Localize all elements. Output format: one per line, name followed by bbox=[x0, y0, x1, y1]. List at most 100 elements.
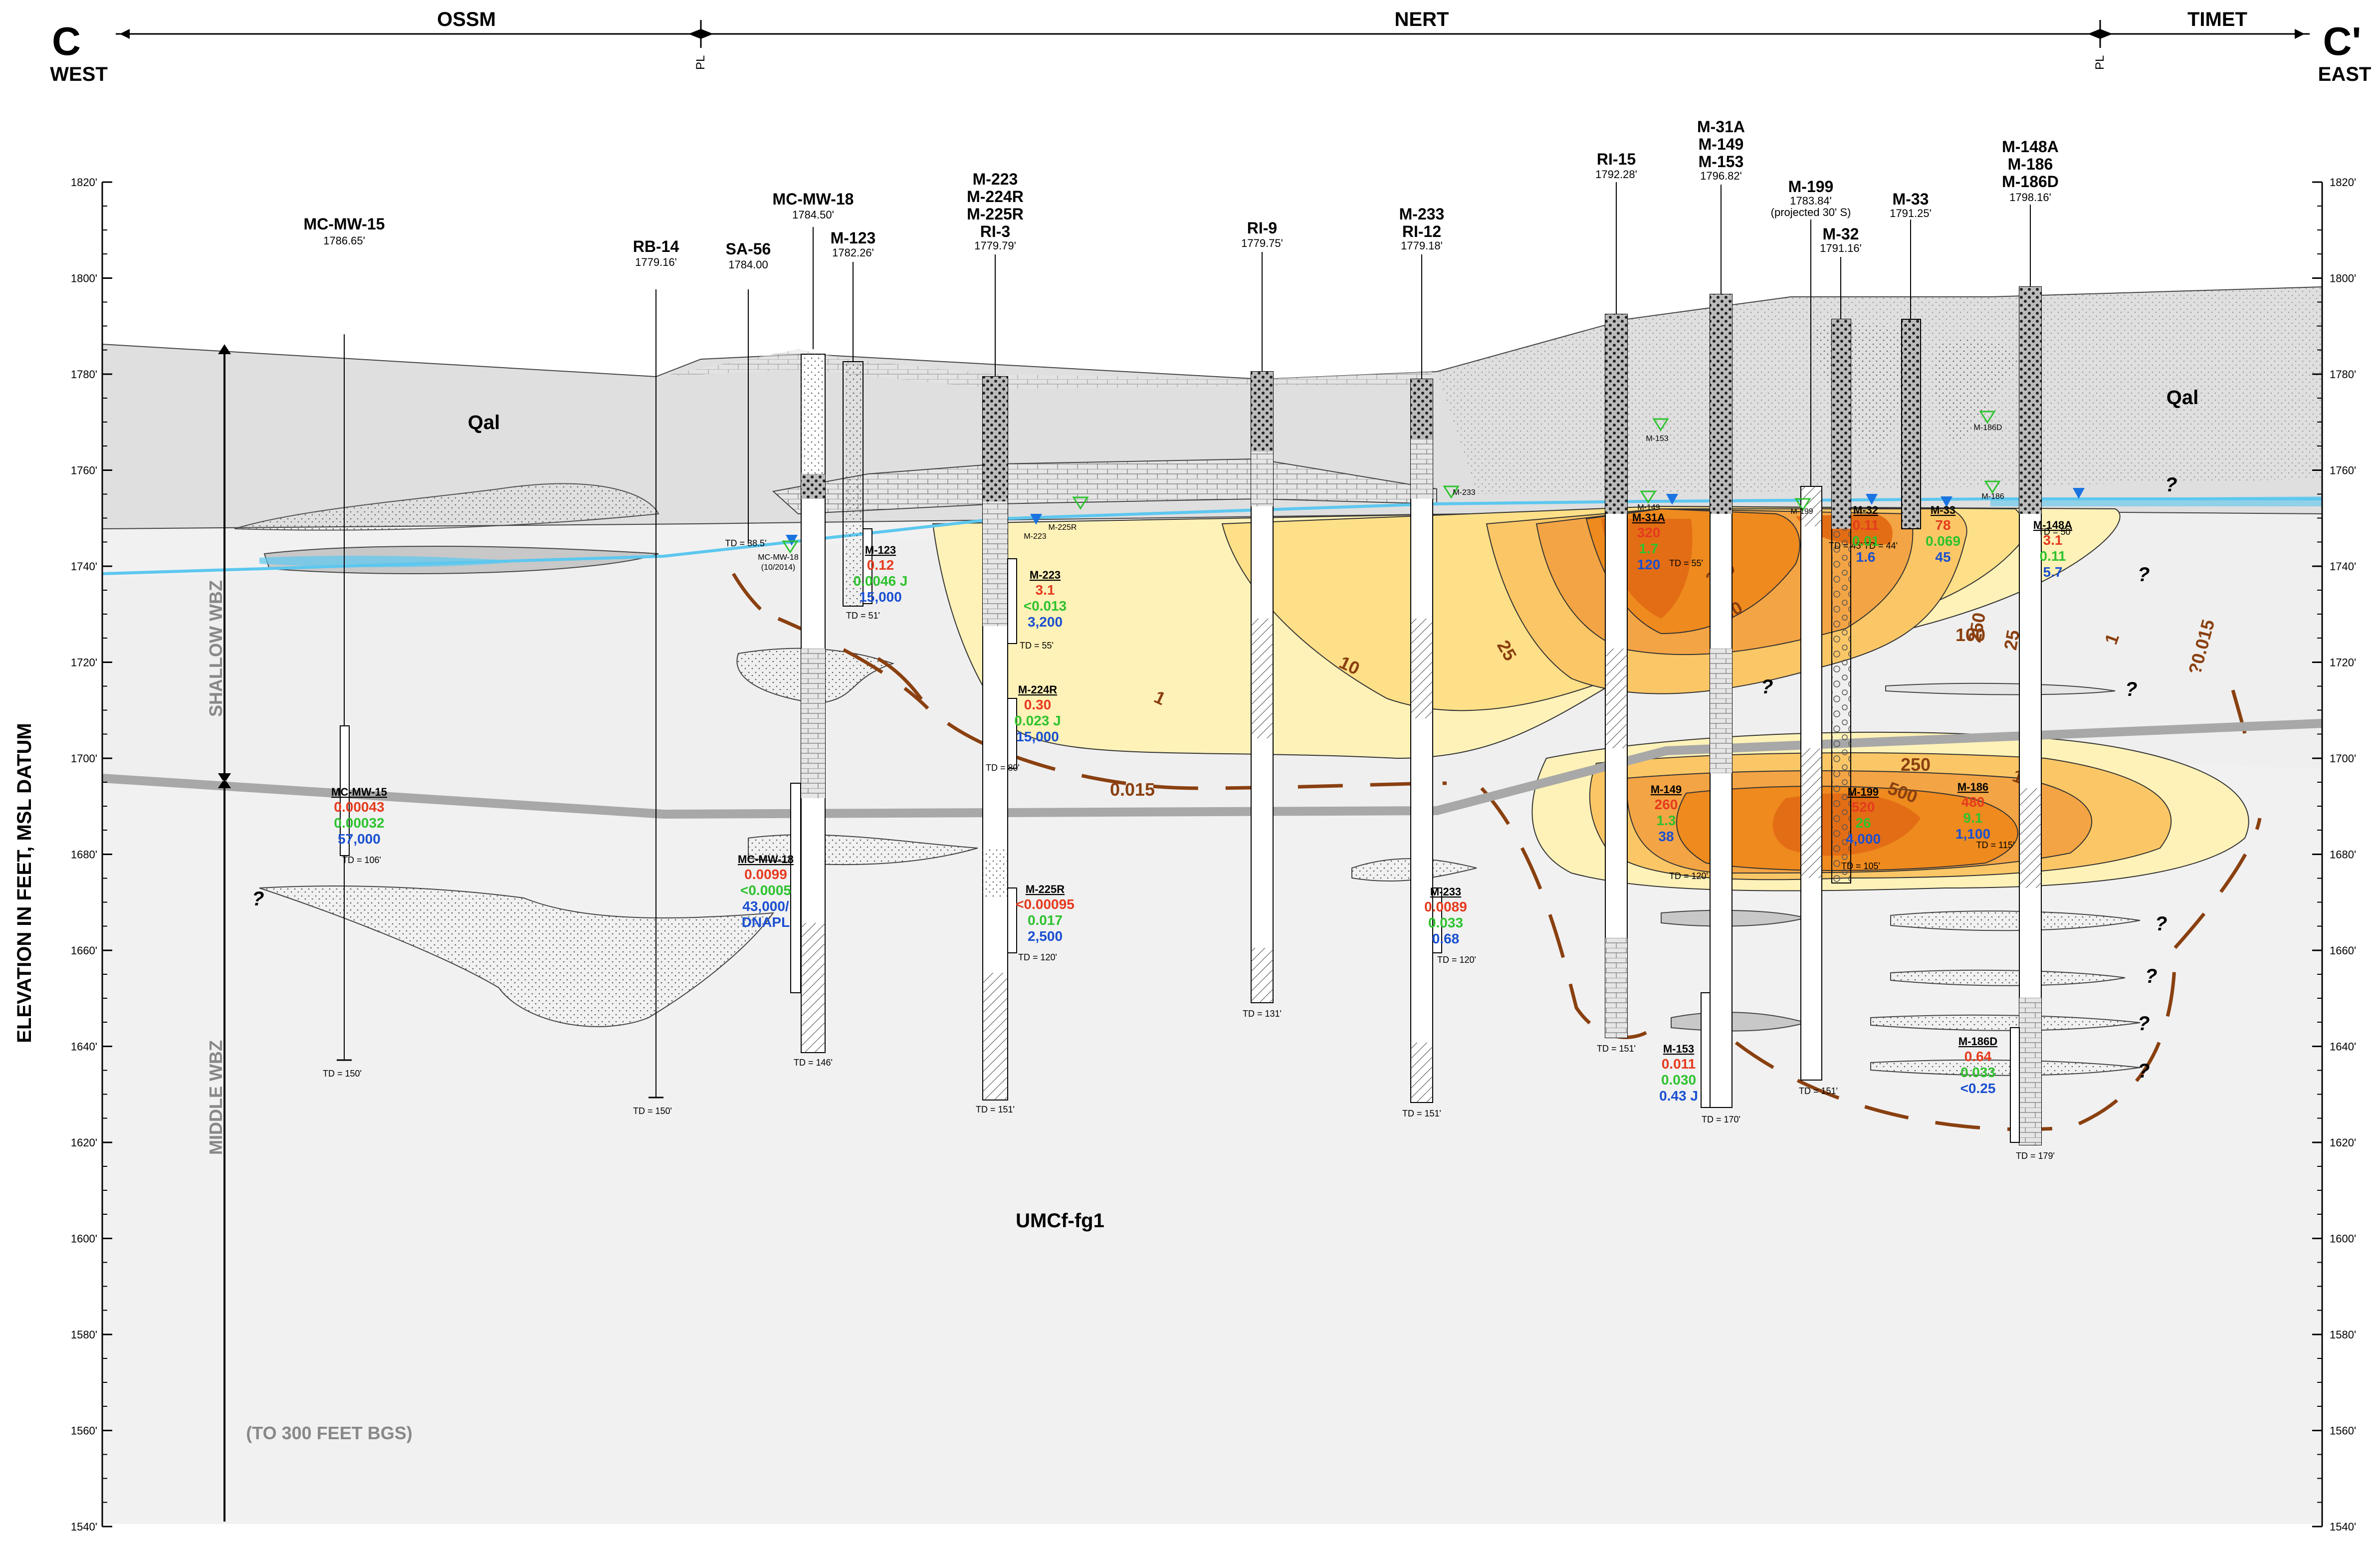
well-labels: MC-MW-15 1786.65' RB-14 1779.16' SA-56 1… bbox=[304, 118, 2059, 271]
result-well-name: MC-MW-18 bbox=[738, 853, 794, 866]
result-well-name: M-186D bbox=[1958, 1035, 1997, 1048]
result-value: 0.68 bbox=[1432, 931, 1460, 946]
well-elevation: 1779.16' bbox=[635, 256, 677, 268]
result-well-name: M-223 bbox=[1030, 569, 1061, 581]
td-label: TD = 120' bbox=[1437, 955, 1476, 965]
elevation-tick-label: 1780' bbox=[2330, 368, 2356, 381]
result-value: 0.30 bbox=[1024, 697, 1052, 712]
result-value: 0.43 J bbox=[1659, 1088, 1698, 1103]
depth-note: (TO 300 FEET BGS) bbox=[246, 1423, 412, 1443]
well-elevation: 1796.82' bbox=[1700, 170, 1742, 182]
elevation-tick-label: 1700' bbox=[2330, 752, 2356, 765]
td-label: TD = 115' bbox=[1976, 840, 2015, 850]
well-elevation: 1798.16' bbox=[2009, 191, 2051, 204]
result-value: 0.12 bbox=[867, 557, 894, 573]
well-elevation: 1782.26' bbox=[832, 246, 874, 259]
result-well-name: M-33 bbox=[1931, 504, 1955, 516]
well-m-233-cluster: M-233 RI-12 1779.18' bbox=[1399, 205, 1445, 252]
elevation-tick-label: 1740' bbox=[2330, 560, 2356, 573]
result-value: 4,000 bbox=[1846, 831, 1881, 847]
well-name: RB-14 bbox=[633, 237, 679, 255]
middle-wbz-label: MIDDLE WBZ bbox=[206, 1040, 226, 1155]
result-value: 0.11 bbox=[2040, 548, 2066, 564]
well-name: M-186 bbox=[2008, 155, 2053, 173]
elevation-tick-label: 1760' bbox=[2330, 464, 2356, 477]
result-value: 520 bbox=[1852, 799, 1875, 815]
water-label: M-153 bbox=[1646, 435, 1668, 443]
elevation-tick-label: 1640' bbox=[2330, 1041, 2356, 1053]
elevation-tick-label: 1820' bbox=[2330, 176, 2356, 189]
water-level-labels: MC-MW-18 (10/2014) M-223 M-225R M-233 M-… bbox=[758, 424, 2004, 572]
y-axis-title: ELEVATION IN FEET, MSL DATUM bbox=[13, 723, 35, 1043]
result-well-name: M-123 bbox=[865, 544, 896, 556]
well-elevation: 1791.25' bbox=[1890, 207, 1932, 220]
td-label: TD = 38.5' bbox=[725, 538, 767, 548]
td-label: TD = 55' bbox=[1669, 558, 1703, 568]
well-note: (projected 30' S) bbox=[1771, 206, 1851, 219]
well-m-148a-cluster: M-148A M-186 M-186D 1798.16' bbox=[2002, 138, 2059, 204]
well-name: RI-12 bbox=[1402, 222, 1441, 240]
result-value: 3,200 bbox=[1028, 614, 1063, 630]
result-value: 0.017 bbox=[1028, 912, 1063, 928]
result-value: 0.11 bbox=[1853, 517, 1879, 533]
well-mc-mw-18: MC-MW-18 1784.50' bbox=[773, 190, 854, 221]
well-name: RI-15 bbox=[1597, 150, 1636, 168]
borehole-columns bbox=[337, 182, 2042, 1145]
elevation-tick-label: 1560' bbox=[2330, 1425, 2356, 1437]
result-well-name: M-153 bbox=[1663, 1043, 1694, 1055]
question-mark: ? bbox=[252, 888, 264, 910]
result-value: 260 bbox=[1655, 797, 1678, 812]
well-elevation: 1784.00 bbox=[728, 258, 768, 271]
elevation-tick-label: 1600' bbox=[2330, 1233, 2356, 1245]
elevation-tick-label: 1540' bbox=[71, 1521, 97, 1533]
well-m-33: M-33 1791.25' bbox=[1890, 190, 1932, 220]
result-well-name: M-224R bbox=[1018, 683, 1057, 696]
well-name: M-32 bbox=[1823, 225, 1859, 243]
shallow-wbz-label: SHALLOW WBZ bbox=[206, 580, 226, 717]
well-name: MC-MW-18 bbox=[773, 190, 854, 208]
result-well-name: M-148A bbox=[2033, 519, 2072, 531]
uncertainty-marks: ? ? ? ? ? ? ? ? ? bbox=[252, 474, 2177, 1082]
td-label: TD = 151' bbox=[1597, 1044, 1636, 1054]
water-label: M-225R bbox=[1049, 523, 1077, 532]
qal-label-west: Qal bbox=[468, 412, 500, 434]
well-name: M-149 bbox=[1699, 135, 1744, 153]
property-line-symbol-1: PL bbox=[694, 55, 707, 70]
question-mark: ? bbox=[2138, 564, 2150, 586]
result-value: 320 bbox=[1637, 525, 1661, 540]
elevation-tick-label: 1540' bbox=[2330, 1521, 2356, 1533]
result-value: 0.01 bbox=[1852, 533, 1880, 549]
geology bbox=[102, 286, 2323, 1524]
td-label: TD = 55' bbox=[1020, 641, 1054, 651]
well-name: M-186D bbox=[2002, 173, 2059, 191]
well-elevation: 1783.84' bbox=[1790, 195, 1832, 207]
question-mark: ? bbox=[2165, 474, 2177, 496]
well-m-223-cluster: M-223 M-224R M-225R RI-3 1779.79' bbox=[967, 170, 1024, 252]
result-value: 1.6 bbox=[1856, 549, 1876, 565]
elevation-tick-label: 1580' bbox=[2330, 1328, 2356, 1341]
elevation-tick-label: 1560' bbox=[71, 1425, 97, 1437]
result-value: <0.013 bbox=[1024, 598, 1067, 614]
td-labels: TD = 150' TD = 150' TD = 38.5' TD = 146'… bbox=[323, 527, 2072, 1161]
well-sa-56: SA-56 1784.00 bbox=[726, 240, 771, 271]
elevation-tick-label: 1720' bbox=[71, 657, 97, 669]
td-label: TD = 44' bbox=[1864, 541, 1898, 551]
result-value: 0.011 bbox=[1662, 1056, 1696, 1072]
left-direction: WEST bbox=[50, 63, 108, 85]
td-label: TD = 179' bbox=[2016, 1151, 2055, 1161]
result-well-name: M-31A bbox=[1632, 511, 1665, 524]
well-name: M-224R bbox=[967, 188, 1024, 206]
result-value: 57,000 bbox=[338, 831, 381, 847]
elevation-tick-label: 1760' bbox=[71, 464, 97, 477]
well-name: SA-56 bbox=[726, 240, 771, 258]
well-rb-14: RB-14 1779.16' bbox=[633, 237, 679, 268]
